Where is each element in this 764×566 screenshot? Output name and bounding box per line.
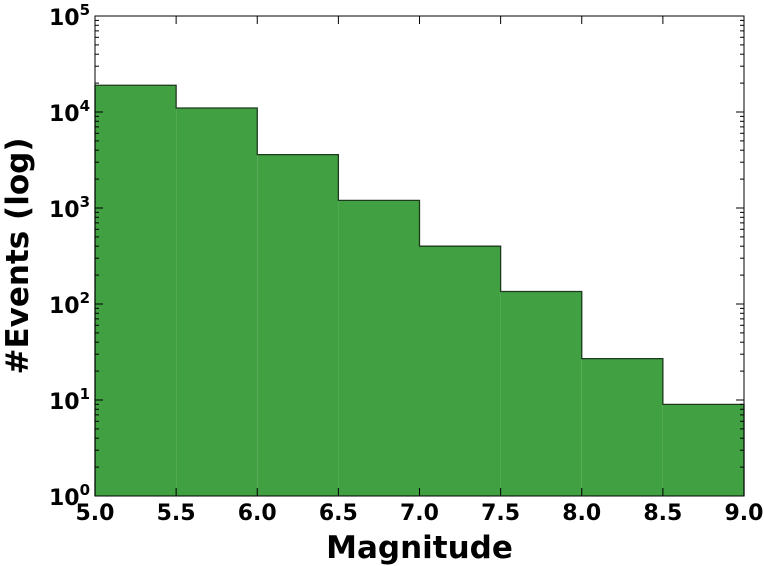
- x-tick-label: 8.5: [643, 501, 682, 526]
- y-axis-title: #Events (log): [0, 138, 36, 375]
- x-tick-label: 6.0: [238, 501, 277, 526]
- histogram-bar-4: [338, 200, 420, 496]
- x-tick-label: 5.5: [157, 501, 196, 526]
- y-tick-label: 102: [49, 289, 90, 319]
- histogram-bar-6: [500, 291, 582, 496]
- histogram-bar-2: [176, 108, 258, 496]
- histogram-bar-1: [95, 85, 177, 496]
- x-axis-title: Magnitude: [326, 530, 513, 566]
- x-tick-label: 5.0: [76, 501, 115, 526]
- x-tick-label: 9.0: [725, 501, 764, 526]
- plot-frame: [94, 15, 745, 497]
- y-tick-label: 103: [49, 193, 90, 223]
- y-tick-label: 104: [49, 97, 90, 127]
- x-tick-label: 7.0: [400, 501, 439, 526]
- x-tick-label: 7.5: [481, 501, 520, 526]
- y-tick-label: 101: [49, 385, 90, 415]
- x-tick-label: 6.5: [319, 501, 358, 526]
- histogram-outline: [94, 84, 745, 496]
- y-tick-label: 105: [49, 1, 90, 31]
- histogram-bar-5: [419, 246, 501, 496]
- histogram-bar-8: [662, 404, 744, 496]
- y-tick-label: 100: [49, 481, 90, 511]
- x-tick-label: 8.0: [562, 501, 601, 526]
- histogram-bar-7: [581, 358, 663, 496]
- histogram-bar-3: [257, 154, 339, 496]
